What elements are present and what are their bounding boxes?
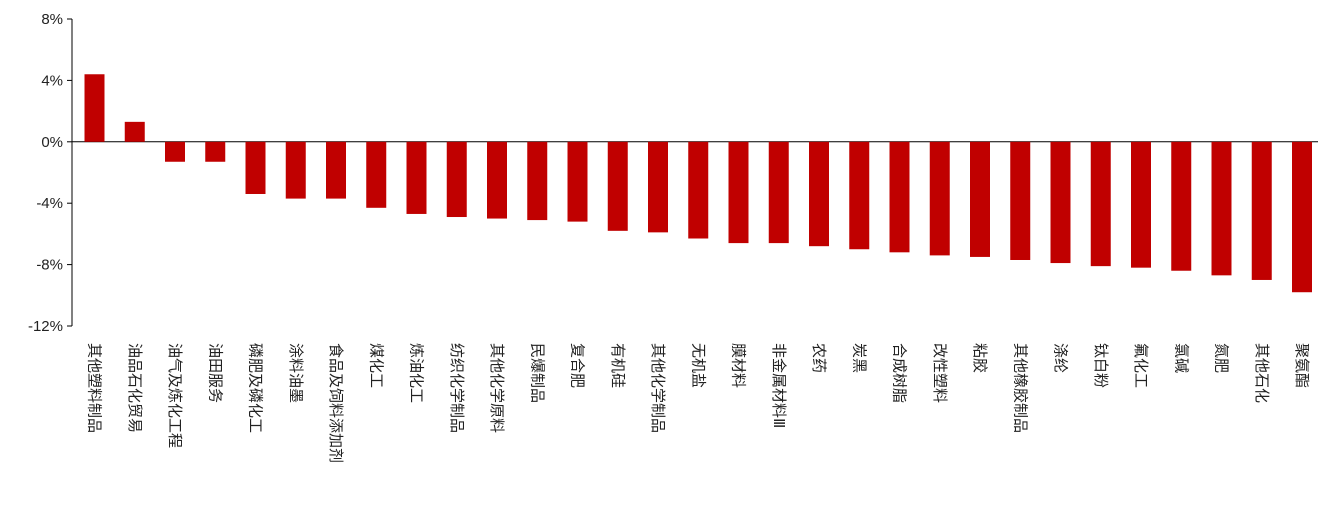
x-category-label: 煤化工 [367,343,385,388]
bar [487,141,507,219]
bar [970,141,990,257]
bar [446,141,467,218]
bar [406,141,427,214]
bar [1292,141,1312,293]
bar [768,141,789,244]
bar [326,141,346,199]
x-category-label: 氮肥 [1213,343,1231,373]
x-category-label: 非金属材料Ⅲ [770,343,788,428]
x-category-label: 无机盐 [689,343,707,388]
bar [366,141,387,208]
x-category-label: 油气及炼化工程 [166,343,184,448]
bar [165,141,185,162]
x-category-label: 聚氨酯 [1293,343,1311,388]
bar [688,141,709,239]
x-category-label: 涤纶 [1052,343,1070,373]
x-category-label: 民爆制品 [528,343,546,403]
bar [1010,141,1031,260]
bar [124,121,145,142]
bar [1050,141,1071,264]
x-axis-labels: 其他塑料制品 油品石化贸易 油气及炼化工程 油田服务 磷肥及磷化工 涂料油墨 食品及饲料添加… [86,343,1312,463]
x-category-label: 纺织化学制品 [448,343,466,433]
y-tick-label: 0% [41,134,63,151]
bar [929,141,950,256]
bar [1251,141,1272,280]
bar [728,141,749,244]
x-category-label: 合成树脂 [891,343,909,403]
x-category-label: 其他塑料制品 [86,343,104,433]
y-tick-label: 4% [41,72,63,89]
x-category-label: 其他石化 [1253,343,1271,403]
x-category-label: 氟化工 [1132,343,1150,388]
x-category-label: 有机硅 [609,343,627,388]
bars [84,74,1312,293]
x-category-label: 食品及饲料添加剂 [327,343,345,463]
bar [648,141,668,233]
bar [1131,141,1151,268]
bar [1211,141,1232,276]
x-category-label: 其他化学原料 [488,343,506,433]
x-category-label: 复合肥 [569,343,587,388]
x-category-label: 其他化学制品 [649,343,667,433]
x-category-label: 钛白粉 [1092,343,1110,388]
x-category-label: 粘胶 [971,343,989,373]
y-tick-label: 8% [41,11,63,28]
x-category-label: 氯碱 [1172,343,1190,373]
bar [1171,141,1192,271]
x-category-label: 油品石化贸易 [126,343,144,433]
x-category-label: 油田服务 [206,343,224,403]
bar [84,74,105,142]
bar [849,141,870,250]
y-tick-label: -4% [36,195,63,212]
bar [567,141,588,222]
bar [1090,141,1111,267]
x-category-label: 膜材料 [730,343,748,388]
bar [527,141,548,221]
bar [607,141,628,231]
x-category-label: 其他橡胶制品 [1011,343,1029,433]
x-category-label: 磷肥及磷化工 [247,343,265,433]
bar [889,141,910,253]
bar [809,141,829,247]
bar [245,141,266,194]
bar [285,141,306,199]
x-category-label: 涂料油墨 [287,343,305,403]
y-axis-ticks: 8% 4% 0% -4% -8% -12% [28,11,72,335]
x-category-label: 农药 [810,343,828,373]
bar [205,141,226,162]
x-category-label: 改性塑料 [931,343,949,403]
y-tick-label: -8% [36,257,63,274]
x-category-label: 炼油化工 [408,343,426,403]
y-tick-label: -12% [28,318,63,335]
x-category-label: 炭黑 [850,343,868,373]
